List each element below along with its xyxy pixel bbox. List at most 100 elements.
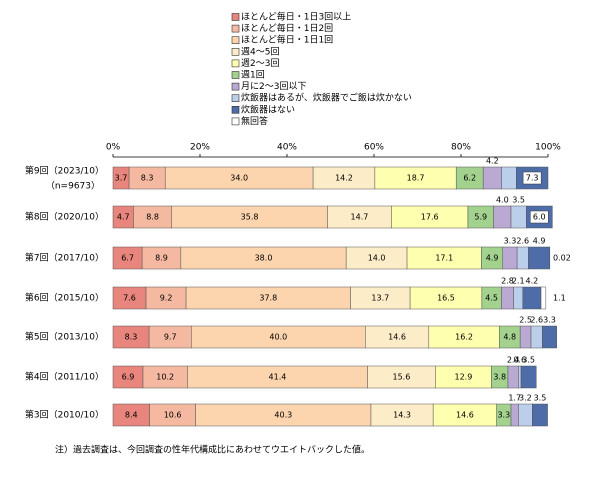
bar-segment [522, 286, 542, 310]
legend-swatch [231, 59, 240, 68]
value-label: 3.5 [534, 394, 547, 403]
value-label: 8.9 [155, 254, 168, 263]
value-label: 8.8 [146, 213, 159, 222]
legend-swatch [231, 24, 240, 33]
footnote: 注）過去調査は、今回調査の性年代構成比にあわせてウエイトバックした値。 [55, 444, 370, 456]
x-tick-label: 20% [190, 143, 210, 153]
legend-label: 無回答 [241, 115, 268, 127]
legend-swatch [231, 36, 240, 45]
value-label: 35.8 [241, 213, 259, 222]
category-label: 第3回（2010/10） [25, 409, 104, 421]
legend-label: 週4～5回 [241, 46, 279, 57]
value-label: 0.6 [513, 356, 526, 365]
bar-segment [532, 403, 548, 427]
value-label: 9.7 [164, 333, 177, 342]
bar-segment [507, 365, 519, 389]
value-label: 3.3 [504, 237, 517, 246]
bar-segment [530, 325, 543, 349]
value-label: 40.3 [274, 411, 292, 420]
legend-label: 週2～3回 [241, 58, 279, 69]
bar-segment [501, 166, 517, 190]
bar-segment [510, 205, 527, 229]
category-label: 第9回（2023/10） [25, 165, 104, 177]
legend-swatch [231, 82, 240, 91]
value-label: 10.2 [156, 373, 174, 382]
value-label: 37.8 [259, 294, 277, 303]
bar-segment [540, 286, 547, 310]
legend-swatch [231, 13, 240, 21]
value-label: 4.2 [526, 277, 539, 286]
value-label: 3.5 [522, 356, 535, 365]
value-label: 7.3 [526, 174, 539, 183]
x-tick-label: 0% [106, 143, 121, 153]
value-label: 4.2 [486, 157, 499, 166]
value-label: 14.2 [335, 174, 353, 183]
category-label: 第7回（2017/10） [25, 252, 104, 264]
value-label: 9.2 [160, 294, 173, 303]
x-tick-label: 100% [535, 143, 561, 153]
bar-segment [518, 365, 522, 389]
bar-segment [528, 246, 550, 270]
sample-size-label: （n=9673） [46, 181, 100, 192]
legend-swatch [231, 117, 240, 126]
category-label: 第5回（2013/10） [25, 331, 104, 343]
value-label: 4.9 [533, 237, 546, 246]
category-label: 第4回（2011/10） [25, 371, 104, 383]
legend-label: 炊飯器はあるが、炊飯器でご飯は炊かない [241, 92, 412, 104]
value-label: 8.3 [141, 174, 154, 183]
value-label: 3.5 [512, 196, 525, 205]
value-label: 0.02 [553, 254, 571, 263]
bar-segment [519, 325, 532, 349]
value-label: 5.9 [474, 213, 487, 222]
value-label: 16.2 [455, 333, 473, 342]
legend-label: 炊飯器はない [241, 103, 295, 115]
value-label-box [530, 210, 549, 224]
category-label: 第8回（2020/10） [25, 211, 104, 223]
bar-segment [501, 286, 514, 310]
bar-segment [510, 403, 519, 427]
bar-segment [516, 246, 529, 270]
legend-swatch [231, 106, 240, 114]
value-label: 3.3 [497, 411, 510, 420]
value-label: 12.9 [454, 373, 472, 382]
value-label: 1.1 [553, 294, 566, 303]
legend-swatch [231, 47, 240, 56]
value-label: 4.7 [117, 213, 130, 222]
value-label: 3.3 [543, 316, 556, 325]
value-label-box [522, 171, 542, 185]
value-label: 14.6 [388, 333, 406, 342]
bar-segment [520, 365, 537, 389]
legend-label: ほとんど毎日・1日3回以上 [241, 11, 351, 23]
value-label: 1.7 [508, 394, 521, 403]
value-label: 14.3 [393, 411, 411, 420]
value-label: 8.3 [125, 333, 138, 342]
value-label: 4.5 [485, 294, 498, 303]
value-label: 3.8 [493, 373, 506, 382]
value-label: 14.7 [351, 213, 369, 222]
value-label: 10.6 [164, 411, 182, 420]
bar-segment [493, 205, 512, 229]
value-label: 4.0 [496, 196, 509, 205]
value-label: 2.1 [512, 277, 525, 286]
legend-swatch [231, 94, 240, 102]
legend-label: ほとんど毎日・1日2回 [241, 22, 333, 34]
value-label: 3.7 [115, 174, 128, 183]
value-label: 4.8 [503, 333, 516, 342]
value-label: 6.7 [121, 254, 134, 263]
legend-label: ほとんど毎日・1日1回 [241, 34, 333, 46]
bar-segment [513, 286, 524, 310]
bar-segment [518, 403, 533, 427]
value-label: 4.9 [486, 254, 499, 263]
x-tick-label: 80% [451, 143, 471, 153]
value-label: 8.4 [125, 411, 138, 420]
legend-swatch [231, 71, 240, 79]
value-label: 6.0 [533, 213, 546, 222]
legend-label: 週1回 [241, 70, 265, 81]
bar-segment [502, 246, 518, 270]
value-label: 2.6 [516, 237, 529, 246]
x-tick-label: 60% [364, 143, 384, 153]
value-label: 3.2 [519, 394, 532, 403]
value-label: 34.0 [230, 174, 248, 183]
value-label: 7.6 [123, 294, 136, 303]
